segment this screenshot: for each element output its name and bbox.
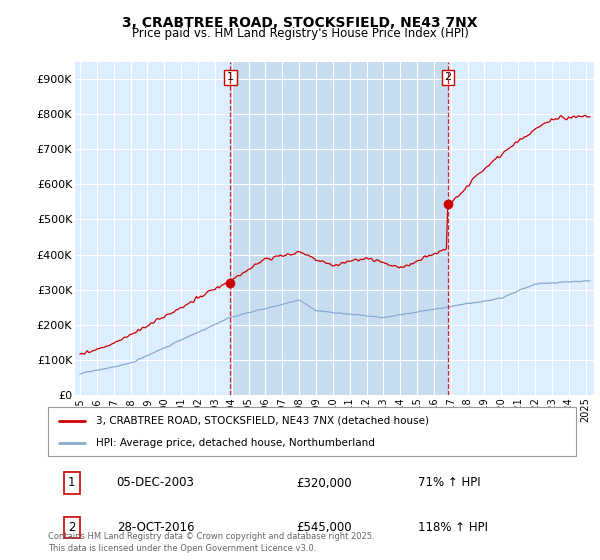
Text: 3, CRABTREE ROAD, STOCKSFIELD, NE43 7NX: 3, CRABTREE ROAD, STOCKSFIELD, NE43 7NX xyxy=(122,16,478,30)
Text: 71% ↑ HPI: 71% ↑ HPI xyxy=(418,477,480,489)
Bar xyxy=(230,62,448,395)
Text: HPI: Average price, detached house, Northumberland: HPI: Average price, detached house, Nort… xyxy=(95,437,374,447)
Text: 1: 1 xyxy=(227,72,234,82)
Text: 2: 2 xyxy=(68,521,76,534)
FancyBboxPatch shape xyxy=(48,407,576,456)
Text: £545,000: £545,000 xyxy=(296,521,352,534)
Text: Contains HM Land Registry data © Crown copyright and database right 2025.
This d: Contains HM Land Registry data © Crown c… xyxy=(48,533,374,553)
Text: 28-OCT-2016: 28-OCT-2016 xyxy=(116,521,194,534)
Text: Price paid vs. HM Land Registry's House Price Index (HPI): Price paid vs. HM Land Registry's House … xyxy=(131,27,469,40)
Text: 05-DEC-2003: 05-DEC-2003 xyxy=(116,477,194,489)
Text: £320,000: £320,000 xyxy=(296,477,352,489)
Text: 2: 2 xyxy=(445,72,451,82)
Text: 3, CRABTREE ROAD, STOCKSFIELD, NE43 7NX (detached house): 3, CRABTREE ROAD, STOCKSFIELD, NE43 7NX … xyxy=(95,416,428,426)
Text: 118% ↑ HPI: 118% ↑ HPI xyxy=(418,521,488,534)
Text: 1: 1 xyxy=(68,477,76,489)
